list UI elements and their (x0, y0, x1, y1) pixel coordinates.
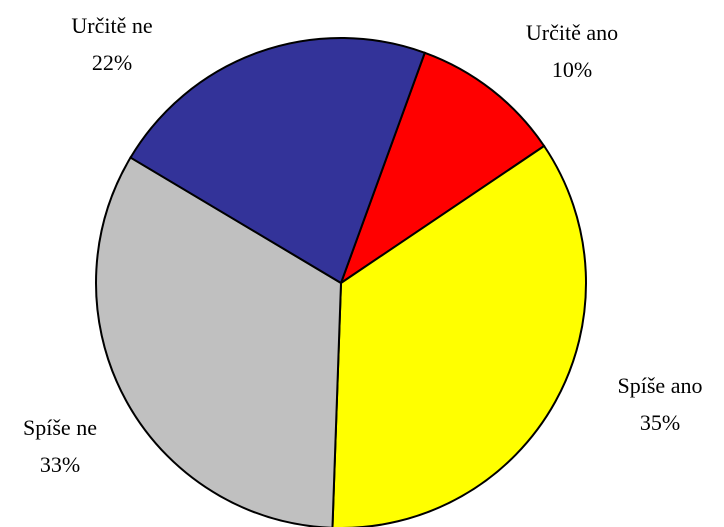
pie-slice (129, 37, 427, 285)
pie-slice (331, 144, 587, 527)
slice-label: Určitě ne (71, 13, 152, 38)
pie-slice (339, 51, 546, 286)
slice-label: Spíše ne (23, 415, 97, 440)
slice-value-label: 35% (640, 410, 680, 435)
slice-value-label: 10% (552, 57, 592, 82)
slice-value-label: 33% (40, 452, 80, 477)
slice-label: Spíše ano (618, 373, 703, 398)
slice-label: Určitě ano (526, 20, 618, 45)
pie-slice (95, 156, 343, 527)
slice-value-label: 22% (92, 50, 132, 75)
